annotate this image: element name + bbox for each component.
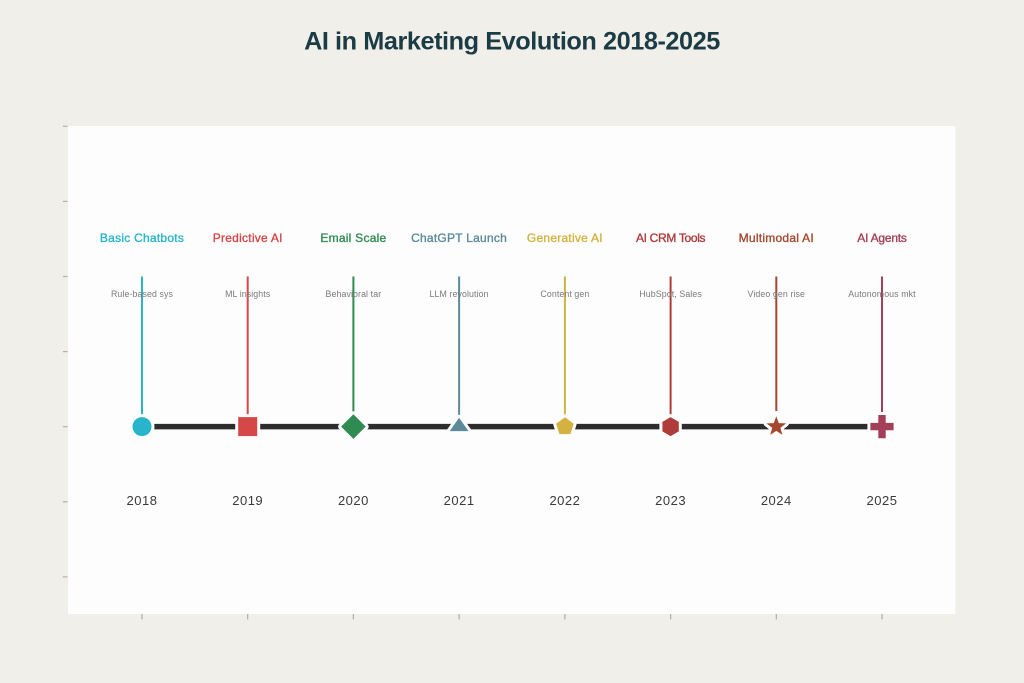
svg-text:AI CRM Tools: AI CRM Tools <box>636 231 706 245</box>
svg-text:Behavioral tar: Behavioral tar <box>326 289 382 299</box>
svg-text:Content gen: Content gen <box>540 289 589 299</box>
svg-text:Autonomous mkt: Autonomous mkt <box>848 289 916 299</box>
svg-text:2025: 2025 <box>867 493 898 508</box>
svg-text:AI Agents: AI Agents <box>857 231 907 245</box>
svg-text:Predictive AI: Predictive AI <box>213 231 283 245</box>
svg-text:2021: 2021 <box>444 493 475 508</box>
svg-text:AI in Marketing Evolution 2018: AI in Marketing Evolution 2018-2025 <box>304 28 720 56</box>
svg-text:LLM revolution: LLM revolution <box>430 289 489 299</box>
svg-text:Multimodal AI: Multimodal AI <box>739 231 814 245</box>
svg-text:2024: 2024 <box>761 493 792 508</box>
svg-text:ChatGPT Launch: ChatGPT Launch <box>411 231 507 245</box>
svg-text:HubSpot, Sales: HubSpot, Sales <box>639 289 702 299</box>
svg-text:Basic Chatbots: Basic Chatbots <box>100 231 184 245</box>
svg-text:2022: 2022 <box>549 493 580 508</box>
svg-text:Generative AI: Generative AI <box>527 231 603 245</box>
svg-text:2020: 2020 <box>338 493 369 508</box>
svg-text:Rule-based sys: Rule-based sys <box>111 289 174 299</box>
svg-text:Email Scale: Email Scale <box>320 231 386 245</box>
svg-text:2023: 2023 <box>655 493 686 508</box>
svg-text:Video gen rise: Video gen rise <box>748 289 805 299</box>
svg-text:ML insights: ML insights <box>225 289 271 299</box>
svg-text:2019: 2019 <box>232 493 263 508</box>
svg-text:2018: 2018 <box>127 493 158 508</box>
